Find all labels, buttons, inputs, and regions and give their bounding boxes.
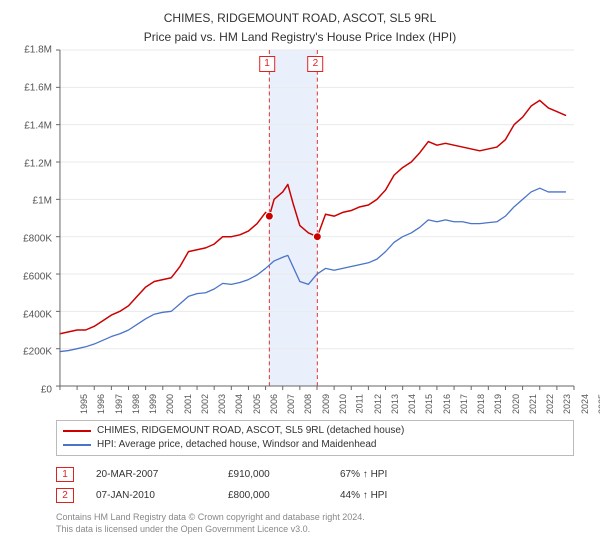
x-tick-label: 2017 xyxy=(459,394,469,414)
event-number: 1 xyxy=(56,467,74,482)
y-tick-label: £0 xyxy=(41,385,56,396)
y-tick-label: £1.8M xyxy=(24,45,56,56)
legend-label: HPI: Average price, detached house, Wind… xyxy=(97,438,376,452)
x-tick-label: 2020 xyxy=(511,394,521,414)
event-badge: 2 xyxy=(308,56,324,72)
x-tick-label: 2001 xyxy=(183,394,193,414)
x-tick-label: 2000 xyxy=(165,394,175,414)
event-price: £910,000 xyxy=(228,469,318,480)
x-tick-label: 2004 xyxy=(234,394,244,414)
event-number: 2 xyxy=(56,488,74,503)
legend: CHIMES, RIDGEMOUNT ROAD, ASCOT, SL5 9RL … xyxy=(56,420,574,456)
plot-area: £0£200K£400K£600K£800K£1M£1.2M£1.4M£1.6M… xyxy=(56,50,574,390)
x-tick-label: 1995 xyxy=(79,394,89,414)
x-tick-label: 2007 xyxy=(286,394,296,414)
x-tick-label: 2011 xyxy=(355,394,365,413)
x-tick-label: 2024 xyxy=(580,394,590,414)
chart-subtitle: Price paid vs. HM Land Registry's House … xyxy=(16,30,584,44)
x-tick-label: 2016 xyxy=(442,394,452,414)
y-tick-label: £1.6M xyxy=(24,82,56,93)
x-tick-label: 1997 xyxy=(114,394,124,414)
x-tick-label: 2013 xyxy=(390,394,400,414)
x-tick-label: 2018 xyxy=(476,394,486,414)
x-tick-label: 2022 xyxy=(545,394,555,414)
legend-row: CHIMES, RIDGEMOUNT ROAD, ASCOT, SL5 9RL … xyxy=(63,424,567,438)
y-tick-label: £800K xyxy=(23,234,56,245)
legend-swatch xyxy=(63,444,91,446)
footer-line-1: Contains HM Land Registry data © Crown c… xyxy=(56,512,574,524)
event-date: 07-JAN-2010 xyxy=(96,490,206,501)
events-row: 1 20-MAR-2007 £910,000 67% ↑ HPI xyxy=(56,464,574,485)
y-tick-label: £200K xyxy=(23,347,56,358)
x-tick-label: 2009 xyxy=(321,394,331,414)
x-tick-label: 2019 xyxy=(493,394,503,414)
x-tick-label: 2021 xyxy=(528,394,538,414)
y-tick-label: £600K xyxy=(23,271,56,282)
x-tick-label: 1998 xyxy=(131,394,141,414)
y-tick-label: £1.2M xyxy=(24,158,56,169)
x-tick-label: 2015 xyxy=(424,394,434,414)
footer-attribution: Contains HM Land Registry data © Crown c… xyxy=(56,512,574,535)
y-tick-label: £1.4M xyxy=(24,120,56,131)
y-tick-label: £400K xyxy=(23,309,56,320)
event-badge: 1 xyxy=(259,56,275,72)
event-date: 20-MAR-2007 xyxy=(96,469,206,480)
event-delta: 44% ↑ HPI xyxy=(340,490,387,501)
x-tick-label: 2023 xyxy=(562,394,572,414)
x-tick-label: 2003 xyxy=(217,394,227,414)
x-tick-label: 2002 xyxy=(200,394,210,414)
x-tick-label: 2005 xyxy=(252,394,262,414)
events-row: 2 07-JAN-2010 £800,000 44% ↑ HPI xyxy=(56,485,574,506)
x-tick-label: 2014 xyxy=(407,394,417,414)
event-price: £800,000 xyxy=(228,490,318,501)
event-delta: 67% ↑ HPI xyxy=(340,469,387,480)
x-tick-label: 1996 xyxy=(96,394,106,414)
x-tick-label: 2010 xyxy=(338,394,348,414)
legend-row: HPI: Average price, detached house, Wind… xyxy=(63,438,567,452)
chart-title: CHIMES, RIDGEMOUNT ROAD, ASCOT, SL5 9RL xyxy=(16,10,584,26)
legend-label: CHIMES, RIDGEMOUNT ROAD, ASCOT, SL5 9RL … xyxy=(97,424,404,438)
y-tick-label: £1M xyxy=(33,196,56,207)
events-table: 1 20-MAR-2007 £910,000 67% ↑ HPI 2 07-JAN-201… xyxy=(56,464,574,506)
legend-swatch xyxy=(63,430,91,432)
footer-line-2: This data is licensed under the Open Gov… xyxy=(56,524,574,536)
x-tick-label: 2006 xyxy=(269,394,279,414)
x-tick-label: 2012 xyxy=(373,394,383,414)
x-tick-label: 2008 xyxy=(303,394,313,414)
x-tick-label: 1999 xyxy=(148,394,158,414)
